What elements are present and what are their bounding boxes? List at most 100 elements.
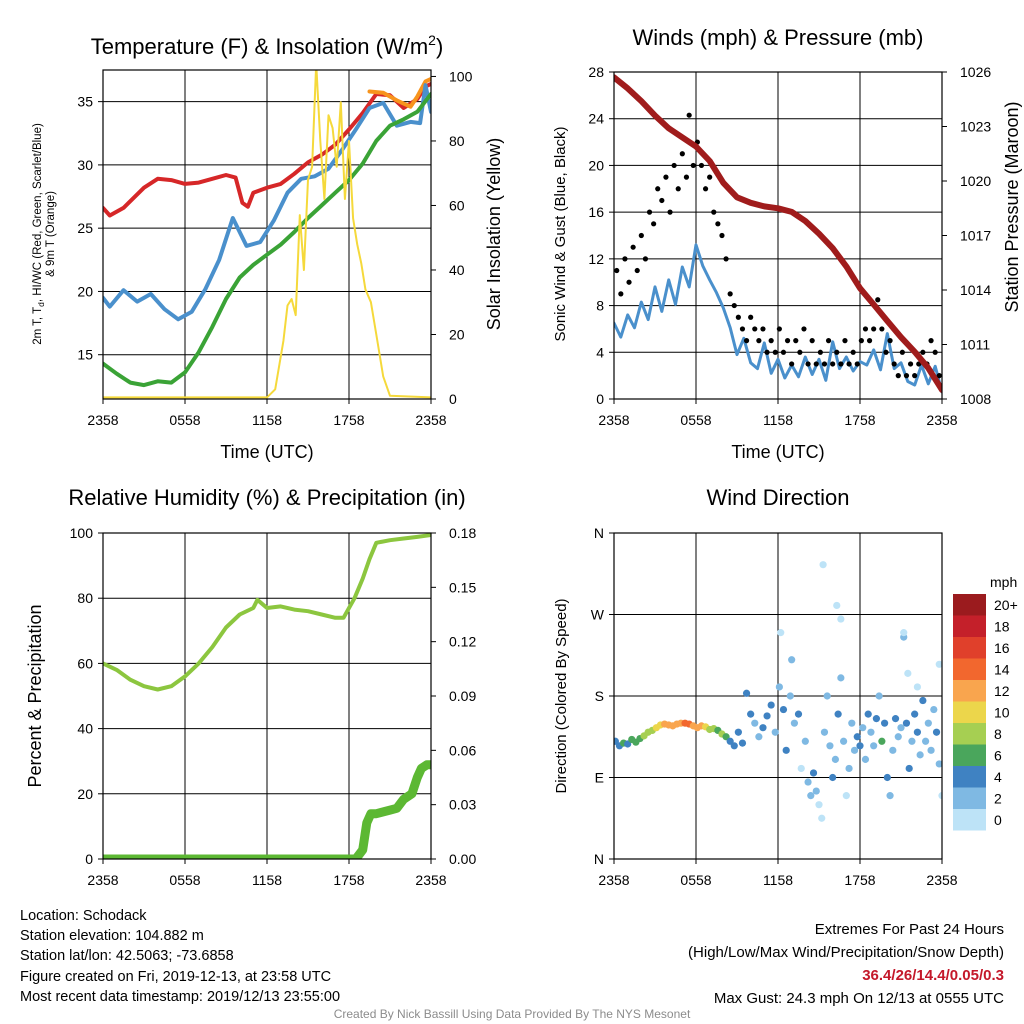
gust-point	[702, 186, 709, 192]
wind-direction-point	[853, 733, 861, 741]
pressure-y-axis-label: Station Pressure (Maroon)	[1002, 101, 1022, 312]
wind-direction-point	[834, 710, 842, 718]
wind-direction-point	[818, 814, 826, 822]
wind-direction-point	[935, 660, 942, 668]
wind-direction-point	[837, 615, 845, 623]
winds-y2-tick-label: 1011	[960, 337, 990, 353]
wind-direction-point	[864, 710, 872, 718]
gust-point	[780, 349, 787, 355]
gust-point	[768, 338, 774, 344]
wind-direction-point	[916, 751, 924, 759]
winds-x-tick-label: 2358	[926, 412, 957, 428]
colorbar-swatch	[953, 787, 986, 809]
winds-y2-tick-label: 1020	[960, 173, 991, 189]
colorbar-label: 0	[994, 812, 1002, 828]
gust-point	[801, 326, 807, 332]
gust-point	[809, 338, 815, 344]
colorbar-label: 10	[994, 705, 1010, 721]
temperature-y-tick-label: 35	[77, 94, 93, 110]
colorbar-swatch	[953, 594, 986, 616]
gust-point	[735, 314, 741, 320]
wind-direction-point	[767, 701, 775, 709]
colorbar-label: 14	[994, 662, 1010, 678]
wind-direction-chart-title: Wind Direction	[706, 485, 849, 510]
temperature-plot-area	[103, 70, 431, 399]
gust-point	[646, 209, 653, 215]
humidity-panel: Relative Humidity (%) & Precipitation (i…	[25, 485, 476, 888]
wind-direction-point	[826, 742, 834, 750]
wind-direction-point	[927, 746, 935, 754]
wind-direction-point	[829, 773, 837, 782]
humidity-y-tick-label: 0	[85, 851, 93, 867]
wind-direction-point	[807, 792, 815, 800]
wind-direction-point	[782, 746, 790, 754]
gust-point	[756, 338, 762, 344]
wind-direction-x-tick-label: 0558	[680, 872, 711, 888]
colorbar-label: 12	[994, 683, 1010, 699]
wind-direction-point	[911, 710, 919, 718]
temperature-y-axis-label: 2m T, Td, HI/WC (Red, Green, Scarlet/Blu…	[32, 123, 57, 345]
humidity-y-tick-label: 100	[70, 525, 94, 541]
gust-point	[659, 197, 665, 204]
gust-point	[842, 338, 848, 344]
wind-direction-point	[751, 719, 759, 727]
gust-point	[850, 349, 856, 355]
temperature-y2-tick-label: 0	[449, 391, 457, 407]
temperature-y-tick-label: 20	[77, 283, 93, 299]
gust-point	[634, 267, 640, 274]
temperature-plot-frame	[102, 69, 432, 400]
gust-point	[739, 326, 746, 332]
wind-direction-point	[734, 728, 742, 736]
wind-direction-point	[889, 746, 897, 754]
humidity-chart-title: Relative Humidity (%) & Precipitation (i…	[68, 485, 465, 510]
gust-point	[651, 221, 657, 227]
gust-point	[830, 361, 836, 367]
recent-data-text: Most recent data timestamp: 2019/12/13 2…	[20, 988, 341, 1005]
gust-point	[871, 326, 877, 332]
humidity-y-tick-label: 40	[77, 721, 93, 737]
humidity-x-tick-label: 2358	[87, 872, 118, 888]
wind-direction-point	[913, 683, 922, 691]
temperature-y2-tick-label: 40	[449, 262, 465, 278]
wind-direction-point	[763, 712, 771, 720]
wind-direction-point	[819, 561, 827, 569]
insolation-y-axis-label: Solar Insolation (Yellow)	[484, 138, 504, 330]
wind-direction-y-tick-label: S	[595, 688, 604, 704]
wind-direction-x-tick-label: 2358	[926, 872, 957, 888]
wind-direction-panel: Wind Direction Direction (Colored By Spe…	[553, 485, 1018, 888]
gust-point	[936, 373, 942, 379]
temperature-y-tick-label: 15	[77, 347, 93, 363]
gust-point	[879, 326, 885, 332]
colorbar-label: 16	[994, 640, 1010, 656]
wind-direction-point	[747, 710, 755, 718]
gust-point	[622, 256, 628, 262]
gust-point	[858, 338, 864, 344]
winds-chart-title: Winds (mph) & Pressure (mb)	[633, 25, 924, 50]
gust-point	[928, 338, 934, 344]
location-text: Location: Schodack	[20, 908, 147, 924]
wind-direction-point	[883, 773, 891, 782]
wind-direction-x-tick-label: 2358	[598, 872, 629, 888]
gust-point	[862, 326, 869, 332]
humidity-y2-tick-label: 0.03	[449, 797, 476, 813]
gust-point	[683, 174, 690, 180]
wind-direction-point	[837, 674, 845, 682]
gust-point	[727, 291, 733, 297]
precipitation-line	[103, 760, 431, 859]
gust-point	[776, 326, 782, 332]
temperature-x-tick-label: 1158	[252, 412, 282, 428]
winds-panel: Winds (mph) & Pressure (mb) Sonic Wind &…	[552, 25, 1022, 462]
wind-direction-point	[823, 692, 831, 700]
temperature-x-tick-label: 1758	[333, 412, 364, 428]
wind-direction-x-tick-label: 1758	[844, 872, 875, 888]
wind-direction-plot-area	[614, 561, 942, 822]
extremes-box: Extremes For Past 24 Hours (High/Low/Max…	[688, 918, 1004, 1010]
wind-direction-point	[797, 764, 805, 773]
colorbar-swatch	[953, 615, 986, 637]
wind-direction-point	[875, 692, 883, 700]
humidity-plot-area	[103, 533, 431, 859]
wind-direction-point	[742, 689, 751, 697]
colorbar: 20+ 18 16 14 12 10 8 6 4 2 0	[953, 594, 1018, 831]
temperature-y2-tick-label: 100	[449, 68, 473, 84]
